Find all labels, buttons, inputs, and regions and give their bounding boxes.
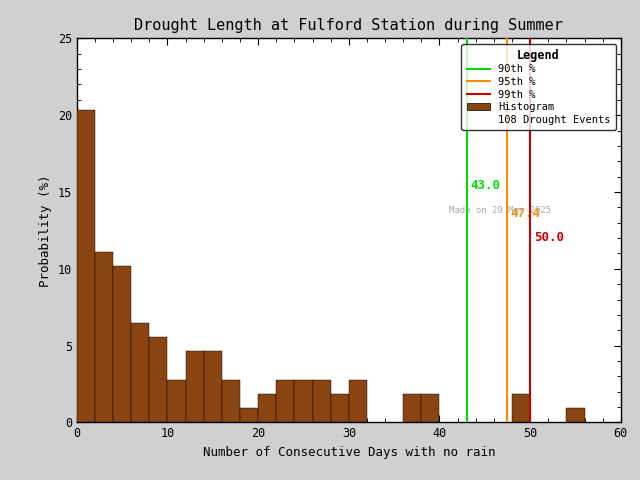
Bar [294, 380, 312, 422]
Bar [331, 394, 349, 422]
Bar [349, 380, 367, 422]
Bar [312, 380, 331, 422]
Bar [240, 408, 258, 422]
Bar [276, 380, 294, 422]
Bar [403, 394, 421, 422]
Bar [222, 380, 240, 422]
Bar [186, 351, 204, 422]
Bar [512, 394, 530, 422]
Title: Drought Length at Fulford Station during Summer: Drought Length at Fulford Station during… [134, 18, 563, 33]
Bar [204, 351, 222, 422]
Bar [77, 109, 95, 422]
Bar [421, 394, 440, 422]
Bar [95, 252, 113, 422]
Bar [566, 408, 584, 422]
Text: 47.4: 47.4 [510, 206, 540, 219]
Bar [168, 380, 186, 422]
Text: 43.0: 43.0 [470, 179, 500, 192]
Text: Made on 29 May 2025: Made on 29 May 2025 [449, 206, 552, 215]
Legend: 90th %, 95th %, 99th %, Histogram, 108 Drought Events: 90th %, 95th %, 99th %, Histogram, 108 D… [461, 44, 616, 130]
Bar [113, 266, 131, 422]
Y-axis label: Probability (%): Probability (%) [39, 174, 52, 287]
Text: 50.0: 50.0 [534, 231, 564, 244]
Bar [258, 394, 276, 422]
Bar [149, 337, 168, 422]
Bar [131, 323, 149, 422]
X-axis label: Number of Consecutive Days with no rain: Number of Consecutive Days with no rain [202, 446, 495, 459]
